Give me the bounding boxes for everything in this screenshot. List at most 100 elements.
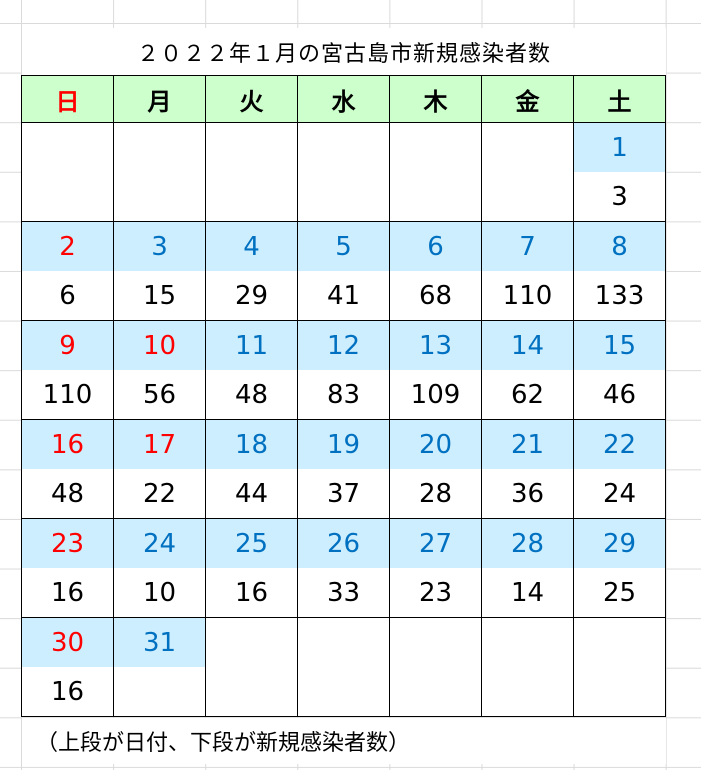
calendar-title[interactable]: ２０２２年１月の宮古島市新規感染者数 <box>22 28 666 75</box>
date-number[interactable]: 18 <box>206 420 297 469</box>
date-number[interactable]: 15 <box>574 321 665 370</box>
day-cell[interactable] <box>481 122 574 222</box>
case-count[interactable]: 44 <box>234 478 269 509</box>
day-cell[interactable]: 15 46 <box>573 320 666 420</box>
case-count[interactable]: 23 <box>418 577 453 608</box>
day-cell[interactable]: 18 44 <box>205 419 298 519</box>
date-number[interactable]: 22 <box>574 420 665 469</box>
weekday-sun[interactable]: 日 <box>21 75 114 123</box>
date-number[interactable]: 21 <box>482 420 573 469</box>
day-cell[interactable]: 10 56 <box>113 320 206 420</box>
day-cell[interactable]: 13 109 <box>389 320 482 420</box>
date-number[interactable]: 4 <box>206 222 297 271</box>
date-number[interactable]: 17 <box>114 420 205 469</box>
day-cell[interactable]: 7 110 <box>481 221 574 321</box>
case-count[interactable]: 10 <box>142 577 177 608</box>
day-cell[interactable]: 21 36 <box>481 419 574 519</box>
day-cell[interactable]: 23 16 <box>21 518 114 618</box>
day-cell[interactable]: 5 41 <box>297 221 390 321</box>
weekday-thu[interactable]: 木 <box>389 75 482 123</box>
date-number[interactable]: 27 <box>390 519 481 568</box>
day-cell[interactable] <box>21 122 114 222</box>
day-cell[interactable] <box>481 617 574 717</box>
day-cell[interactable]: 9 110 <box>21 320 114 420</box>
case-count[interactable]: 110 <box>502 280 553 311</box>
day-cell[interactable]: 31 <box>113 617 206 717</box>
day-cell[interactable] <box>205 617 298 717</box>
day-cell[interactable]: 16 48 <box>21 419 114 519</box>
date-number[interactable]: 2 <box>22 222 113 271</box>
weekday-tue[interactable]: 火 <box>205 75 298 123</box>
day-cell[interactable]: 11 48 <box>205 320 298 420</box>
date-number[interactable]: 12 <box>298 321 389 370</box>
day-cell[interactable] <box>389 617 482 717</box>
case-count[interactable]: 22 <box>142 478 177 509</box>
case-count[interactable]: 46 <box>602 379 637 410</box>
weekday-wed[interactable]: 水 <box>297 75 390 123</box>
day-cell[interactable]: 30 16 <box>21 617 114 717</box>
weekday-sat[interactable]: 土 <box>573 75 666 123</box>
date-number[interactable]: 28 <box>482 519 573 568</box>
case-count[interactable]: 16 <box>50 676 85 707</box>
case-count[interactable]: 25 <box>602 577 637 608</box>
caption-note[interactable]: （上段が日付、下段が新規感染者数） <box>22 718 666 764</box>
day-cell[interactable]: 20 28 <box>389 419 482 519</box>
date-number[interactable]: 25 <box>206 519 297 568</box>
date-number[interactable]: 7 <box>482 222 573 271</box>
case-count[interactable]: 14 <box>510 577 545 608</box>
date-number[interactable]: 1 <box>574 123 665 172</box>
case-count[interactable]: 133 <box>594 280 645 311</box>
day-cell[interactable]: 25 16 <box>205 518 298 618</box>
case-count[interactable]: 6 <box>59 280 76 311</box>
date-number[interactable]: 3 <box>114 222 205 271</box>
date-number[interactable]: 24 <box>114 519 205 568</box>
day-cell[interactable]: 6 68 <box>389 221 482 321</box>
case-count[interactable]: 16 <box>50 577 85 608</box>
day-cell[interactable]: 26 33 <box>297 518 390 618</box>
date-number[interactable]: 29 <box>574 519 665 568</box>
date-number[interactable]: 6 <box>390 222 481 271</box>
day-cell[interactable] <box>573 617 666 717</box>
case-count[interactable]: 33 <box>326 577 361 608</box>
day-cell[interactable]: 29 25 <box>573 518 666 618</box>
day-cell[interactable]: 4 29 <box>205 221 298 321</box>
case-count[interactable]: 68 <box>418 280 453 311</box>
case-count[interactable]: 83 <box>326 379 361 410</box>
date-number[interactable]: 14 <box>482 321 573 370</box>
day-cell[interactable]: 14 62 <box>481 320 574 420</box>
date-number[interactable]: 5 <box>298 222 389 271</box>
date-number[interactable]: 8 <box>574 222 665 271</box>
date-number[interactable]: 20 <box>390 420 481 469</box>
day-cell[interactable]: 12 83 <box>297 320 390 420</box>
case-count[interactable]: 110 <box>42 379 93 410</box>
case-count[interactable]: 29 <box>234 280 269 311</box>
day-cell[interactable]: 17 22 <box>113 419 206 519</box>
day-cell[interactable]: 19 37 <box>297 419 390 519</box>
day-cell[interactable] <box>205 122 298 222</box>
case-count[interactable]: 16 <box>234 577 269 608</box>
case-count[interactable]: 28 <box>418 478 453 509</box>
case-count[interactable]: 36 <box>510 478 545 509</box>
date-number[interactable]: 31 <box>114 618 205 667</box>
day-cell[interactable] <box>113 122 206 222</box>
date-number[interactable]: 9 <box>22 321 113 370</box>
day-cell[interactable]: 3 15 <box>113 221 206 321</box>
weekday-mon[interactable]: 月 <box>113 75 206 123</box>
date-number[interactable]: 10 <box>114 321 205 370</box>
case-count[interactable]: 24 <box>602 478 637 509</box>
case-count[interactable]: 48 <box>234 379 269 410</box>
date-number[interactable]: 19 <box>298 420 389 469</box>
date-number[interactable]: 30 <box>22 618 113 667</box>
day-cell[interactable]: 22 24 <box>573 419 666 519</box>
day-cell[interactable]: 8 133 <box>573 221 666 321</box>
date-number[interactable]: 23 <box>22 519 113 568</box>
weekday-fri[interactable]: 金 <box>481 75 574 123</box>
case-count[interactable]: 109 <box>410 379 461 410</box>
case-count[interactable]: 3 <box>611 181 628 212</box>
date-number[interactable]: 16 <box>22 420 113 469</box>
case-count[interactable]: 15 <box>142 280 177 311</box>
date-number[interactable]: 26 <box>298 519 389 568</box>
case-count[interactable]: 48 <box>50 478 85 509</box>
